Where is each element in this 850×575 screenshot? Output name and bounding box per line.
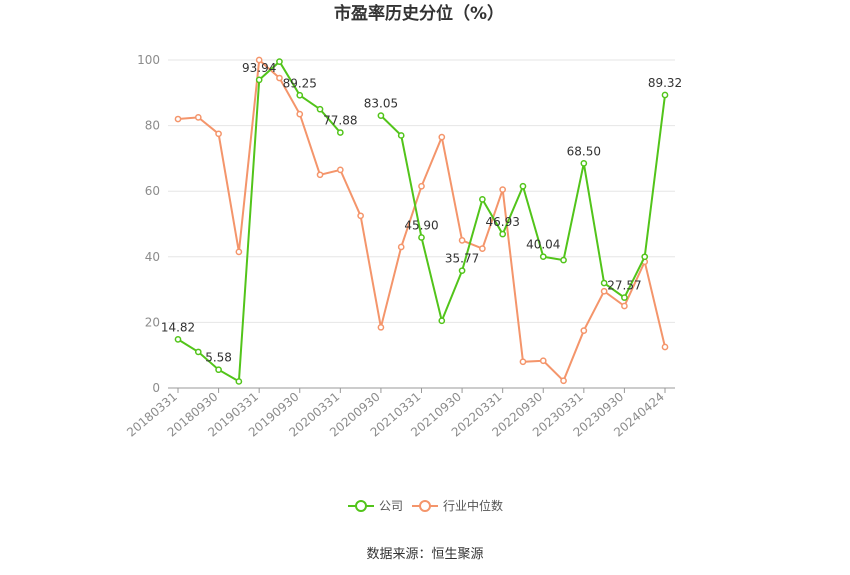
series-layer [174,56,669,385]
data-point [560,256,567,264]
x-axis: 2018033120180930201903312019093020200331… [124,387,675,440]
data-point [235,248,243,256]
data-point [377,112,385,119]
data-point [215,366,222,374]
data-point [499,230,507,238]
data-point [438,133,446,141]
legend-label: 公司 [379,499,403,513]
data-point [336,166,344,174]
data-label: 27.57 [607,279,641,293]
data-point [580,159,588,167]
data-point [194,114,202,121]
data-point [458,237,466,244]
data-point [336,129,344,136]
data-label: 77.88 [323,114,357,128]
data-label: 40.04 [526,238,560,252]
data-point [276,58,283,65]
data-point [235,378,243,385]
legend[interactable]: 公司 行业中位数 [348,498,503,513]
data-label: 89.32 [648,76,682,90]
data-label: 45.90 [404,218,438,232]
data-label: 83.05 [364,97,398,111]
data-point [600,279,608,287]
gridlines [168,59,675,323]
data-point [174,115,182,123]
y-tick-label: 80 [145,119,160,133]
data-point [357,212,364,220]
legend-industry-median[interactable]: 行业中位数 [412,498,503,513]
chart-title: 市盈率历史分位（%） [334,3,504,24]
data-point [316,105,324,113]
data-label: 89.25 [283,76,317,90]
y-tick-label: 60 [145,184,160,198]
data-point [377,323,385,331]
y-tick-label: 20 [145,315,160,329]
data-point [661,343,669,351]
legend-label: 行业中位数 [443,498,503,513]
data-point [661,91,669,99]
data-point [418,182,425,190]
data-point [621,302,628,310]
data-point [418,234,425,241]
y-tick-label: 100 [137,53,160,67]
data-label: 5.58 [205,351,232,365]
y-tick-label: 0 [152,381,160,395]
data-point [215,130,222,138]
data-point [438,317,446,325]
data-point [316,171,324,179]
legend-marker [419,500,431,512]
data-point [458,267,466,275]
data-point [397,243,405,251]
data-point [296,110,304,118]
data-label: 46.93 [485,215,519,229]
data-label: 35.77 [445,252,479,266]
y-tick-label: 40 [145,250,160,264]
data-point [621,294,628,301]
data-point [479,245,486,252]
data-point [499,186,507,193]
data-point [539,253,547,261]
legend-marker [355,500,367,512]
source-note: 数据来源：恒生聚源 [366,547,483,562]
data-labels: 14.82 5.58 93.94 89.25 77.88 83.05 45.90 35.77 4… [161,61,682,365]
data-point [255,76,263,84]
data-point [296,91,304,99]
y-axis: 0 20 40 60 80 100 [137,53,160,395]
data-point [560,377,567,385]
data-point [194,348,202,356]
data-point [276,74,283,82]
data-point [519,182,527,190]
series-line-company [177,60,342,384]
data-point [397,132,405,139]
data-point [174,336,182,343]
data-point [641,253,649,261]
data-point [539,357,547,365]
data-point [479,196,486,203]
data-label: 68.50 [567,144,601,158]
data-label: 93.94 [242,61,276,75]
data-point [580,327,588,334]
data-label: 14.82 [161,320,195,334]
data-point [600,287,608,295]
data-point [255,56,263,64]
legend-company[interactable]: 公司 [348,499,403,513]
data-point [519,358,527,366]
